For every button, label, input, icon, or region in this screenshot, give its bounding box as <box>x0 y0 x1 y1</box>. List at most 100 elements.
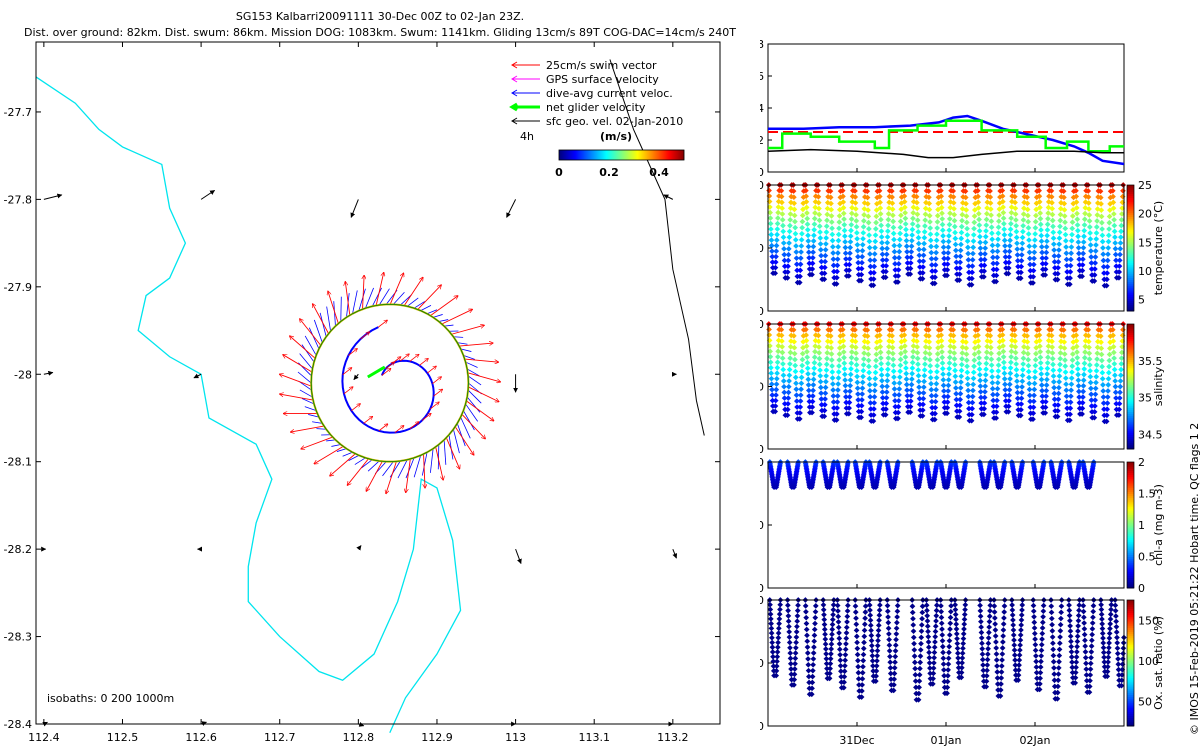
profile-sample <box>811 371 817 377</box>
profile-sample <box>768 370 775 377</box>
profile-sample <box>1100 263 1107 270</box>
profile-sample <box>773 242 780 249</box>
profile-sample <box>909 603 916 610</box>
profile-sample <box>1093 242 1099 248</box>
profile-sample <box>1039 398 1046 405</box>
profile-sample <box>1085 188 1092 194</box>
profile-sample <box>957 253 964 260</box>
profile-sample <box>1051 671 1058 677</box>
profile-sample <box>1033 669 1040 676</box>
profile-sample <box>983 222 990 229</box>
profile-sample <box>860 218 867 224</box>
profile-sample <box>791 671 798 678</box>
profile-sample <box>993 403 1000 410</box>
profile-sample <box>912 665 918 672</box>
colorbar-cell <box>613 150 615 160</box>
profile-sample <box>798 237 805 243</box>
profile-sample <box>1100 400 1107 406</box>
profile-sample <box>929 398 935 405</box>
profile-y-tick-label: 1000 <box>760 582 764 595</box>
colorbar-cell <box>675 150 677 160</box>
profile-sample <box>1017 642 1023 648</box>
profile-sample <box>1001 615 1007 621</box>
profile-sample <box>939 637 946 644</box>
colorbar-cell <box>1127 388 1134 392</box>
profile-sample <box>988 206 994 212</box>
profile-sample <box>1119 661 1126 668</box>
profile-y-tick-label: 0 <box>760 594 764 607</box>
profile-sample <box>926 351 933 357</box>
colorbar-cell <box>1127 711 1134 714</box>
profile-sample <box>798 386 804 393</box>
profile-sample <box>866 363 872 370</box>
profile-sample <box>962 333 969 339</box>
profile-sample <box>773 663 780 669</box>
profile-sample <box>917 665 923 672</box>
profile-sample <box>822 631 828 638</box>
profile-sample <box>808 691 815 698</box>
profile-sample <box>1050 367 1057 374</box>
profile-sample <box>846 261 853 268</box>
profile-sample <box>941 667 947 673</box>
colorbar-cell <box>1127 604 1134 607</box>
profile-sample <box>982 233 989 240</box>
map-frame <box>35 41 721 725</box>
profile-sample <box>875 622 882 629</box>
colorbar-cell <box>614 150 616 160</box>
profile-sample <box>828 200 834 207</box>
colorbar-cell <box>1127 600 1134 603</box>
profile-sample <box>826 675 833 682</box>
profile-sample <box>976 355 982 361</box>
profile-sample <box>932 262 939 268</box>
colorbar-cell <box>1127 258 1134 262</box>
profile-sample <box>773 237 780 243</box>
colorbar-label: temperature (°C) <box>1152 201 1165 295</box>
profile-sample <box>877 602 883 608</box>
profile-sample <box>861 627 868 634</box>
profile-sample <box>1063 381 1069 388</box>
colorbar-cell <box>1127 361 1134 365</box>
profile-sample <box>1081 233 1087 240</box>
profile-sample <box>827 655 834 662</box>
profile-sample <box>865 219 872 226</box>
profile-sample <box>907 260 914 266</box>
profile-sample <box>812 608 819 615</box>
profile-sample <box>945 393 951 400</box>
profile-sample <box>929 404 935 411</box>
profile-sample <box>841 354 847 361</box>
colorbar-cell <box>1127 227 1134 230</box>
profile-sample <box>977 245 984 251</box>
colorbar-cell <box>1127 652 1134 656</box>
legend-arrowhead <box>511 89 518 97</box>
colorbar-cell <box>1127 552 1134 555</box>
colorbar-cell <box>1127 675 1134 679</box>
profile-sample <box>1062 375 1069 381</box>
colorbar-cell <box>634 150 636 160</box>
profile-sample <box>970 250 976 257</box>
colorbar-cell <box>674 150 676 160</box>
profile-sample <box>847 250 853 257</box>
profile-sample <box>830 611 836 618</box>
profile-sample <box>957 265 963 272</box>
profile-sample <box>994 248 1001 255</box>
profile-sample <box>1007 226 1014 233</box>
dac-vector <box>430 448 434 473</box>
swim-vector <box>375 272 384 306</box>
colorbar-cell <box>1127 277 1134 280</box>
profile-sample <box>1114 650 1121 657</box>
colorbar-cell <box>1127 285 1134 289</box>
colorbar-cell <box>1127 546 1134 549</box>
profile-sample <box>1076 394 1082 400</box>
profile-sample <box>1080 256 1086 263</box>
profile-sample <box>908 381 915 388</box>
profile-sample <box>952 229 958 236</box>
profile-sample <box>1114 640 1121 646</box>
profile-y-tick-label: 1000 <box>760 720 764 733</box>
colorbar-cell <box>1127 409 1134 412</box>
profile-sample <box>843 261 850 268</box>
profile-sample <box>1112 602 1119 609</box>
profile-sample <box>797 404 804 410</box>
profile-sample <box>841 221 848 228</box>
profile-sample <box>835 619 842 625</box>
profile-sample <box>804 365 811 372</box>
